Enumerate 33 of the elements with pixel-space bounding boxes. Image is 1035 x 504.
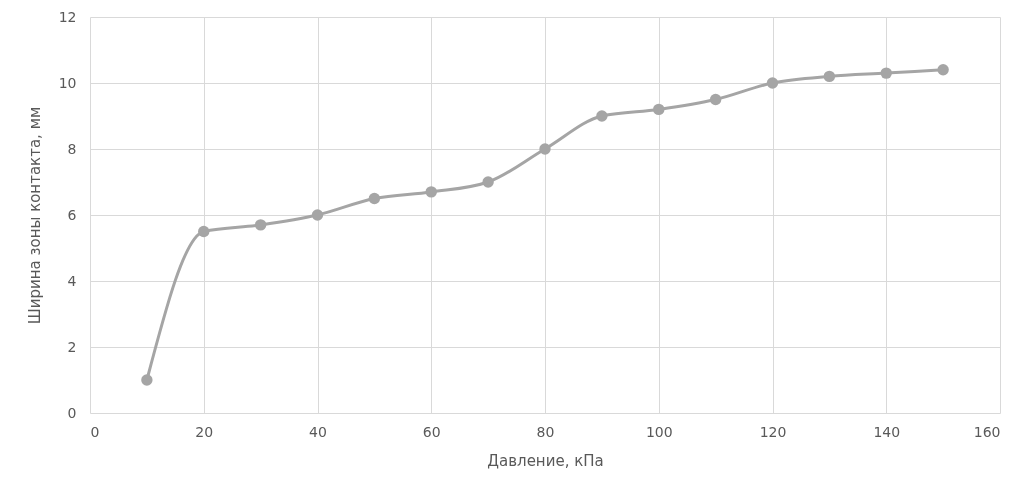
point: [311, 209, 324, 221]
point: [198, 225, 210, 238]
x-tick-label: 160: [973, 423, 1001, 440]
point: [539, 143, 551, 155]
point: [823, 70, 836, 83]
point: [937, 64, 949, 76]
point: [596, 110, 608, 122]
y-tick-label: 10: [58, 74, 77, 91]
y-tick-label: 4: [67, 272, 77, 289]
y-axis-title: Ширина зоны контакта, мм: [25, 106, 44, 325]
y-tick-label: 12: [58, 8, 77, 25]
x-axis-title: Давление, кПа: [487, 451, 604, 470]
y-tick-label: 2: [67, 338, 77, 355]
point: [880, 67, 892, 79]
point: [141, 374, 153, 386]
point: [254, 219, 267, 231]
y-tick-label: 6: [67, 206, 77, 223]
point: [653, 103, 665, 116]
point: [766, 77, 779, 89]
x-tick-label: 100: [645, 423, 673, 440]
x-tick-label: 40: [309, 423, 327, 440]
x-tick-label: 20: [195, 423, 214, 440]
y-tick-label: 8: [67, 140, 77, 157]
point: [709, 93, 722, 106]
point: [368, 192, 381, 205]
x-tick-label: 140: [873, 423, 901, 440]
x-tick-label: 120: [759, 423, 787, 440]
y-tick-label: 0: [67, 404, 77, 421]
x-tick-label: 60: [422, 423, 441, 440]
point: [482, 176, 494, 188]
x-tick-label: 80: [536, 423, 555, 440]
x-tick-label: 0: [90, 423, 100, 440]
point: [425, 186, 437, 198]
